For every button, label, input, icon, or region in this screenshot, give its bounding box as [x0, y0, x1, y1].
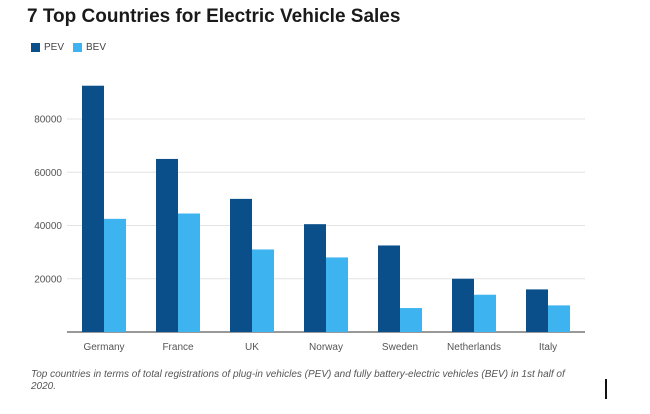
x-tick-label-norway: Norway	[309, 342, 343, 353]
bar-pev-netherlands	[452, 278, 474, 332]
bar-pev-uk	[230, 198, 252, 332]
x-tick-label-germany: Germany	[83, 342, 124, 353]
bar-bev-france	[178, 213, 200, 332]
y-tick-label-20000: 20000	[34, 274, 62, 285]
chart-caption: Top countries in terms of total registra…	[31, 369, 565, 392]
legend-swatch-bev	[73, 43, 83, 52]
legend-label-bev: BEV	[86, 42, 107, 53]
legend-item-bev: BEV	[73, 42, 106, 53]
x-tick-label-sweden: Sweden	[382, 342, 418, 353]
bar-bev-sweden	[400, 308, 422, 332]
bar-bev-norway	[326, 257, 348, 332]
bar-bev-netherlands	[474, 294, 496, 332]
x-tick-label-netherlands: Netherlands	[447, 342, 501, 353]
bar-bev-uk	[252, 249, 274, 332]
legend: PEV BEV	[31, 42, 115, 53]
chart-title: 7 Top Countries for Electric Vehicle Sal…	[27, 6, 401, 27]
x-tick-label-uk: UK	[245, 342, 259, 353]
y-tick-label-40000: 40000	[34, 221, 62, 232]
bar-bev-italy	[548, 305, 570, 332]
bar-pev-sweden	[378, 245, 400, 332]
bar-chart: 20000 40000 60000 80000 Germany France UK Norwa…	[34, 85, 585, 353]
text-cursor	[605, 379, 607, 399]
bar-pev-italy	[526, 289, 548, 332]
bar-bev-germany	[104, 218, 126, 332]
legend-label-pev: PEV	[44, 42, 65, 53]
legend-item-pev: PEV	[31, 42, 64, 53]
bar-pev-france	[156, 158, 178, 332]
y-tick-label-80000: 80000	[34, 115, 62, 126]
bar-pev-germany	[82, 85, 104, 332]
y-tick-label-60000: 60000	[34, 168, 62, 179]
legend-swatch-pev	[31, 43, 40, 52]
x-tick-label-france: France	[162, 342, 194, 353]
x-tick-label-italy: Italy	[539, 342, 557, 353]
bar-pev-norway	[304, 224, 326, 332]
